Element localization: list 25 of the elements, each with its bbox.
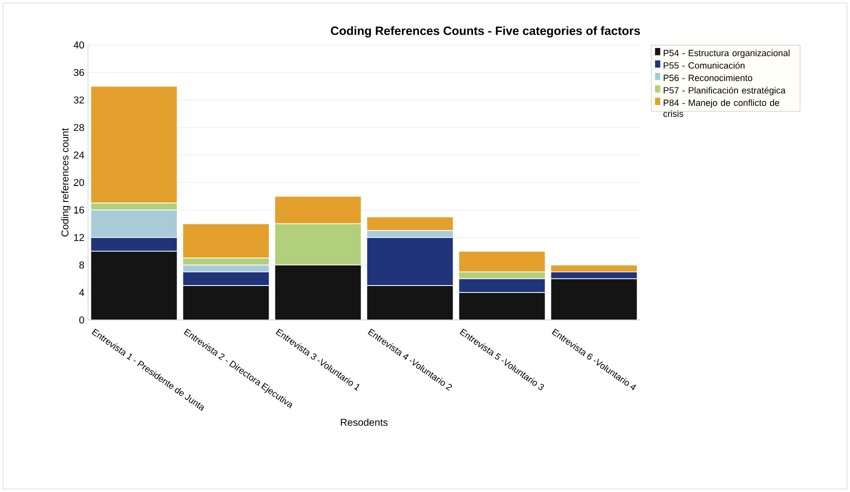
bar [366,285,454,320]
legend-label: P55 - Comunicación [664,62,744,69]
y-tick-label: 36 [74,68,84,76]
bar [458,292,546,320]
y-tick-label: 16 [74,206,84,214]
bar [90,250,178,320]
legend-label: P56 - Reconocimiento [664,74,752,82]
x-axis-title: Resodents [340,418,388,426]
legend-label: P57 - Planificación estratégica [664,86,786,96]
y-tick-label: 24 [74,152,84,158]
y-tick-label: 32 [74,96,84,104]
legend-label: P84 - Manejo de conflicto de crisis [663,99,780,117]
y-tick-label: 28 [74,124,84,132]
y-tick-label: 12 [74,234,84,241]
y-tick-label: 4 [79,289,84,296]
y-tick-label: 8 [79,261,84,269]
chart-title: Coding References Counts - Five categories of factors [330,26,640,38]
y-tick-label: 40 [74,41,84,49]
bar [550,278,638,320]
bar [182,285,270,320]
y-axis-title: Coding references count [61,128,70,236]
y-tick-label: 20 [74,178,84,186]
y-tick-label: 0 [79,316,84,324]
bar [274,264,362,320]
legend-label: P54 - Estructura organizacional [664,50,790,58]
